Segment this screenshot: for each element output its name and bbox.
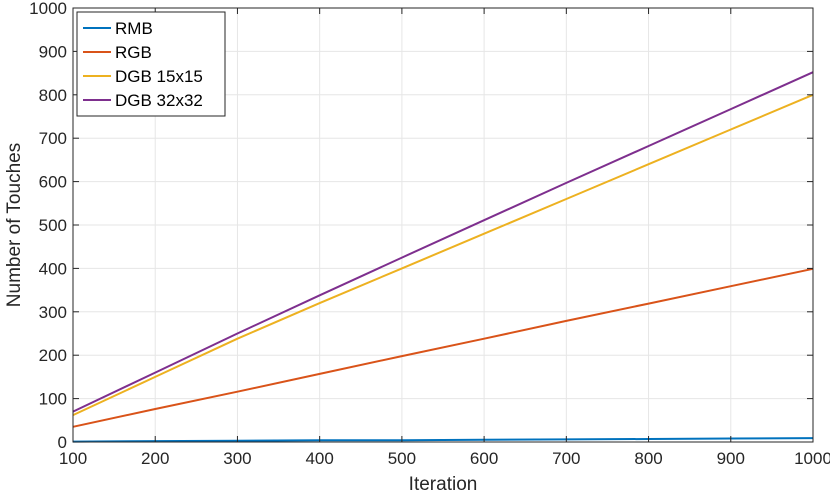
series-line-0 — [72, 437, 814, 443]
y-tick-label: 0 — [58, 433, 67, 452]
y-tick-label: 900 — [39, 42, 67, 61]
legend-label: DGB 32x32 — [115, 91, 203, 110]
y-tick-label: 1000 — [29, 0, 67, 18]
x-tick-label: 600 — [470, 449, 498, 468]
y-tick-label: 300 — [39, 303, 67, 322]
legend-label: RMB — [115, 19, 153, 38]
x-tick-label: 500 — [388, 449, 416, 468]
x-tick-label: 1000 — [794, 449, 830, 468]
x-tick-label: 300 — [223, 449, 251, 468]
y-tick-label: 600 — [39, 173, 67, 192]
series-line-2 — [72, 93, 814, 417]
x-tick-label: 700 — [552, 449, 580, 468]
y-tick-label: 400 — [39, 259, 67, 278]
plot-lines — [72, 71, 814, 443]
y-tick-label: 700 — [39, 129, 67, 148]
y-tick-label: 800 — [39, 86, 67, 105]
x-tick-label: 400 — [305, 449, 333, 468]
y-axis-title: Number of Touches — [4, 143, 25, 307]
series-line-1 — [72, 267, 814, 428]
x-tick-label: 800 — [634, 449, 662, 468]
y-tick-label: 200 — [39, 346, 67, 365]
x-tick-label: 100 — [59, 449, 87, 468]
y-tick-label: 100 — [39, 390, 67, 409]
legend-box — [76, 11, 226, 117]
legend-label: RGB — [115, 43, 152, 62]
x-tick-label: 200 — [141, 449, 169, 468]
x-tick-label: 900 — [717, 449, 745, 468]
series-line-3 — [72, 71, 814, 413]
tick-labels: 100 200 300 400 500 600 700 800 900 1000010020030… — [29, 0, 830, 468]
legend-label: DGB 15x15 — [115, 67, 203, 86]
x-axis-title: Iteration — [409, 474, 478, 492]
ticks — [72, 7, 814, 443]
legend: RMB RGB DGB 15x15 DGB 32x32 — [76, 11, 226, 117]
y-tick-label: 500 — [39, 216, 67, 235]
